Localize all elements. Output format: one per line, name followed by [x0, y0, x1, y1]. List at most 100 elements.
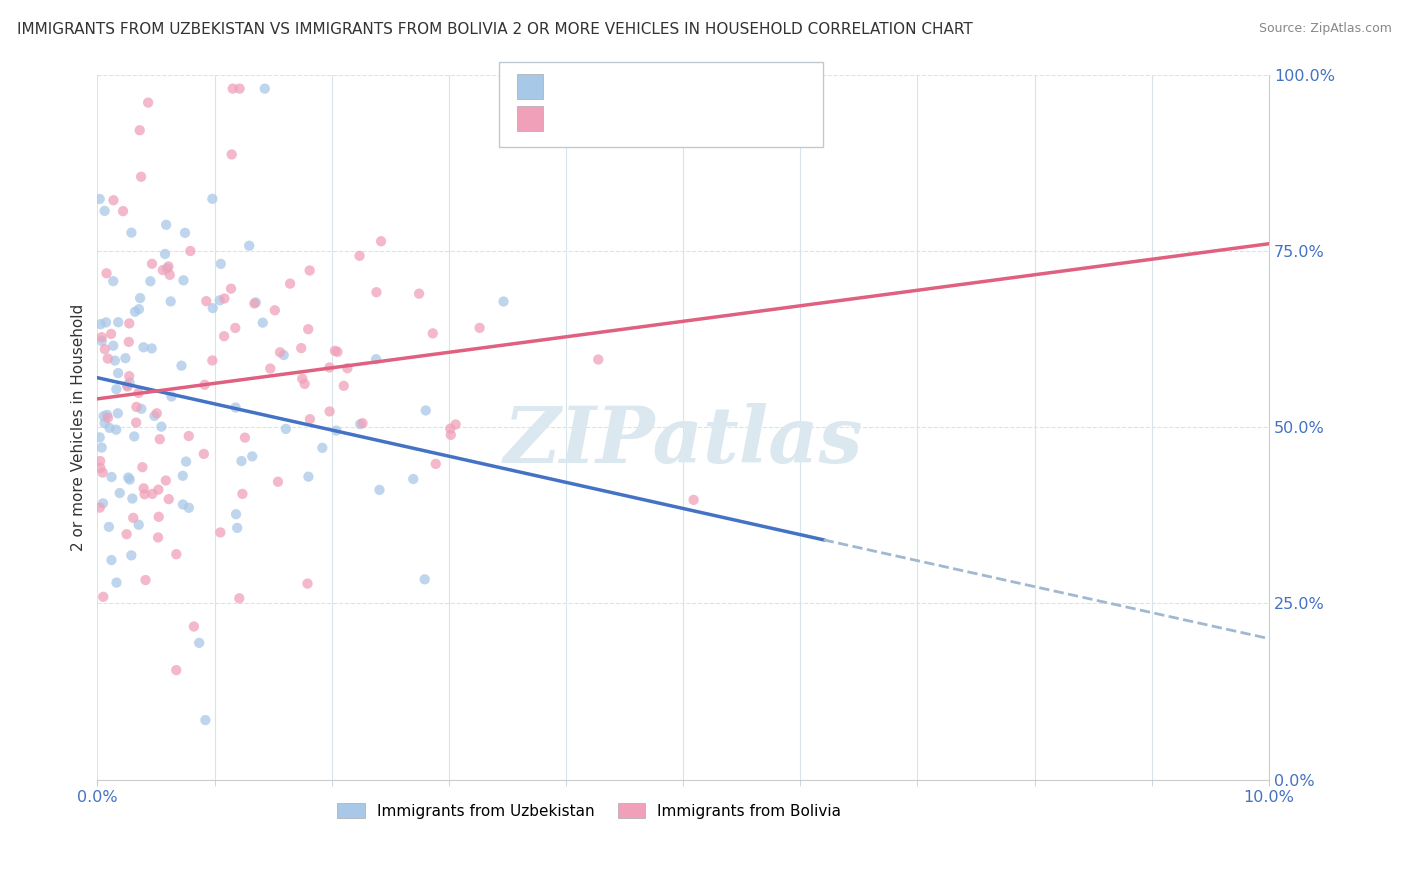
Point	[588, 352, 610, 367]
Point	[174, 226, 197, 240]
Point	[224, 321, 246, 335]
Point	[188, 636, 211, 650]
Point	[332, 379, 354, 393]
Point	[129, 169, 152, 184]
Point	[97, 410, 120, 425]
Point	[118, 369, 141, 384]
Point	[143, 409, 166, 423]
Point	[440, 428, 463, 442]
Point	[177, 429, 200, 443]
Point	[323, 343, 346, 358]
Point	[90, 334, 112, 348]
Point	[221, 147, 243, 161]
Point	[125, 400, 148, 414]
Point	[134, 487, 156, 501]
Point	[269, 345, 291, 359]
Point	[278, 277, 301, 291]
Point	[183, 619, 205, 633]
Point	[408, 286, 430, 301]
Point	[103, 274, 125, 288]
Point	[136, 95, 159, 110]
Text: ZIPatlas: ZIPatlas	[503, 403, 863, 479]
Point	[240, 450, 263, 464]
Point	[352, 416, 374, 430]
Point	[107, 315, 129, 329]
Point	[179, 244, 201, 258]
Point	[94, 315, 117, 329]
Point	[630, 81, 652, 95]
Point	[131, 401, 153, 416]
Point	[402, 472, 425, 486]
Point	[146, 531, 169, 545]
Point	[100, 326, 122, 341]
Point	[297, 576, 319, 591]
Point	[121, 491, 143, 506]
Point	[422, 326, 444, 341]
Point	[159, 268, 181, 282]
Point	[243, 296, 266, 310]
Point	[125, 416, 148, 430]
Point	[149, 432, 172, 446]
Point	[107, 366, 129, 380]
Point	[114, 351, 136, 366]
Point	[336, 361, 359, 376]
Point	[208, 293, 231, 308]
Point	[98, 421, 121, 435]
Point	[245, 295, 267, 310]
Point	[294, 376, 316, 391]
Point	[129, 291, 152, 305]
Point	[238, 238, 260, 252]
Point	[100, 553, 122, 567]
Point	[370, 234, 392, 248]
Point	[91, 466, 114, 480]
Point	[94, 342, 117, 356]
Point	[153, 247, 176, 261]
Point	[124, 304, 146, 318]
Point	[231, 454, 253, 468]
Point	[259, 361, 281, 376]
Point	[173, 273, 195, 287]
Point	[366, 285, 388, 300]
Point	[172, 498, 194, 512]
Point	[425, 457, 447, 471]
Point	[194, 377, 217, 392]
Point	[155, 218, 177, 232]
Point	[127, 385, 149, 400]
Point	[141, 257, 163, 271]
Point	[157, 492, 180, 507]
Point	[105, 575, 128, 590]
Point	[274, 422, 297, 436]
Text: R = -0.262   N = 83: R = -0.262 N = 83	[551, 79, 724, 94]
Point	[139, 274, 162, 288]
Point	[148, 509, 170, 524]
Legend: Immigrants from Uzbekistan, Immigrants from Bolivia: Immigrants from Uzbekistan, Immigrants f…	[332, 797, 848, 825]
Point	[172, 468, 194, 483]
Point	[413, 572, 436, 586]
Point	[298, 263, 321, 277]
Point	[96, 266, 118, 280]
Point	[93, 203, 115, 218]
Point	[226, 521, 249, 535]
Text: IMMIGRANTS FROM UZBEKISTAN VS IMMIGRANTS FROM BOLIVIA 2 OR MORE VEHICLES IN HOUS: IMMIGRANTS FROM UZBEKISTAN VS IMMIGRANTS…	[17, 22, 973, 37]
Point	[439, 422, 461, 436]
Point	[415, 403, 437, 417]
Point	[291, 372, 314, 386]
Point	[100, 470, 122, 484]
Point	[112, 204, 135, 219]
Point	[174, 454, 197, 468]
Point	[118, 473, 141, 487]
Point	[146, 406, 169, 420]
Point	[468, 321, 491, 335]
Point	[364, 352, 387, 367]
Point	[298, 412, 321, 426]
Point	[105, 382, 128, 396]
Point	[219, 282, 242, 296]
Point	[201, 192, 224, 206]
Point	[228, 81, 250, 95]
Point	[349, 417, 371, 431]
Point	[228, 591, 250, 606]
Point	[117, 379, 139, 393]
Point	[326, 344, 349, 359]
Point	[177, 500, 200, 515]
Point	[115, 527, 138, 541]
